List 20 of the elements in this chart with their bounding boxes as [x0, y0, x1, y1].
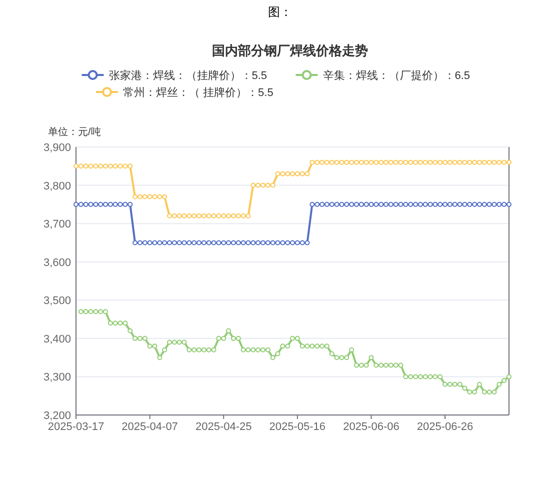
y-tick-label: 3,600	[43, 256, 71, 269]
y-tick-label: 3,500	[43, 295, 71, 308]
legend-label: 辛集：焊线：（厂提价）：6.5	[322, 69, 470, 82]
x-tick-label: 2025-06-06	[343, 421, 400, 433]
x-tick-label: 2025-06-26	[416, 421, 474, 433]
x-tick-label: 2025-04-25	[195, 421, 252, 433]
y-tick-label: 3,200	[43, 410, 71, 422]
y-axis-title: 单位：元/吨	[48, 126, 101, 138]
legend-label: 常州：焊丝：（ 挂牌价）：5.5	[123, 86, 274, 99]
y-tick-label: 3,800	[43, 180, 71, 192]
y-tick-label: 3,900	[43, 142, 71, 154]
y-tick-label: 3,700	[43, 218, 71, 231]
y-tick-label: 3,300	[43, 372, 71, 384]
legend-label: 张家港：焊线：（挂牌价）：5.5	[108, 69, 268, 82]
text: 图：	[268, 5, 292, 19]
x-tick-label: 2025-03-17	[48, 421, 104, 433]
x-tick-label: 2025-04-07	[122, 421, 178, 433]
x-tick-label: 2025-05-16	[269, 421, 326, 433]
chart-title: 国内部分钢厂焊线价格走势	[212, 43, 368, 58]
y-tick-label: 3,400	[43, 333, 71, 346]
